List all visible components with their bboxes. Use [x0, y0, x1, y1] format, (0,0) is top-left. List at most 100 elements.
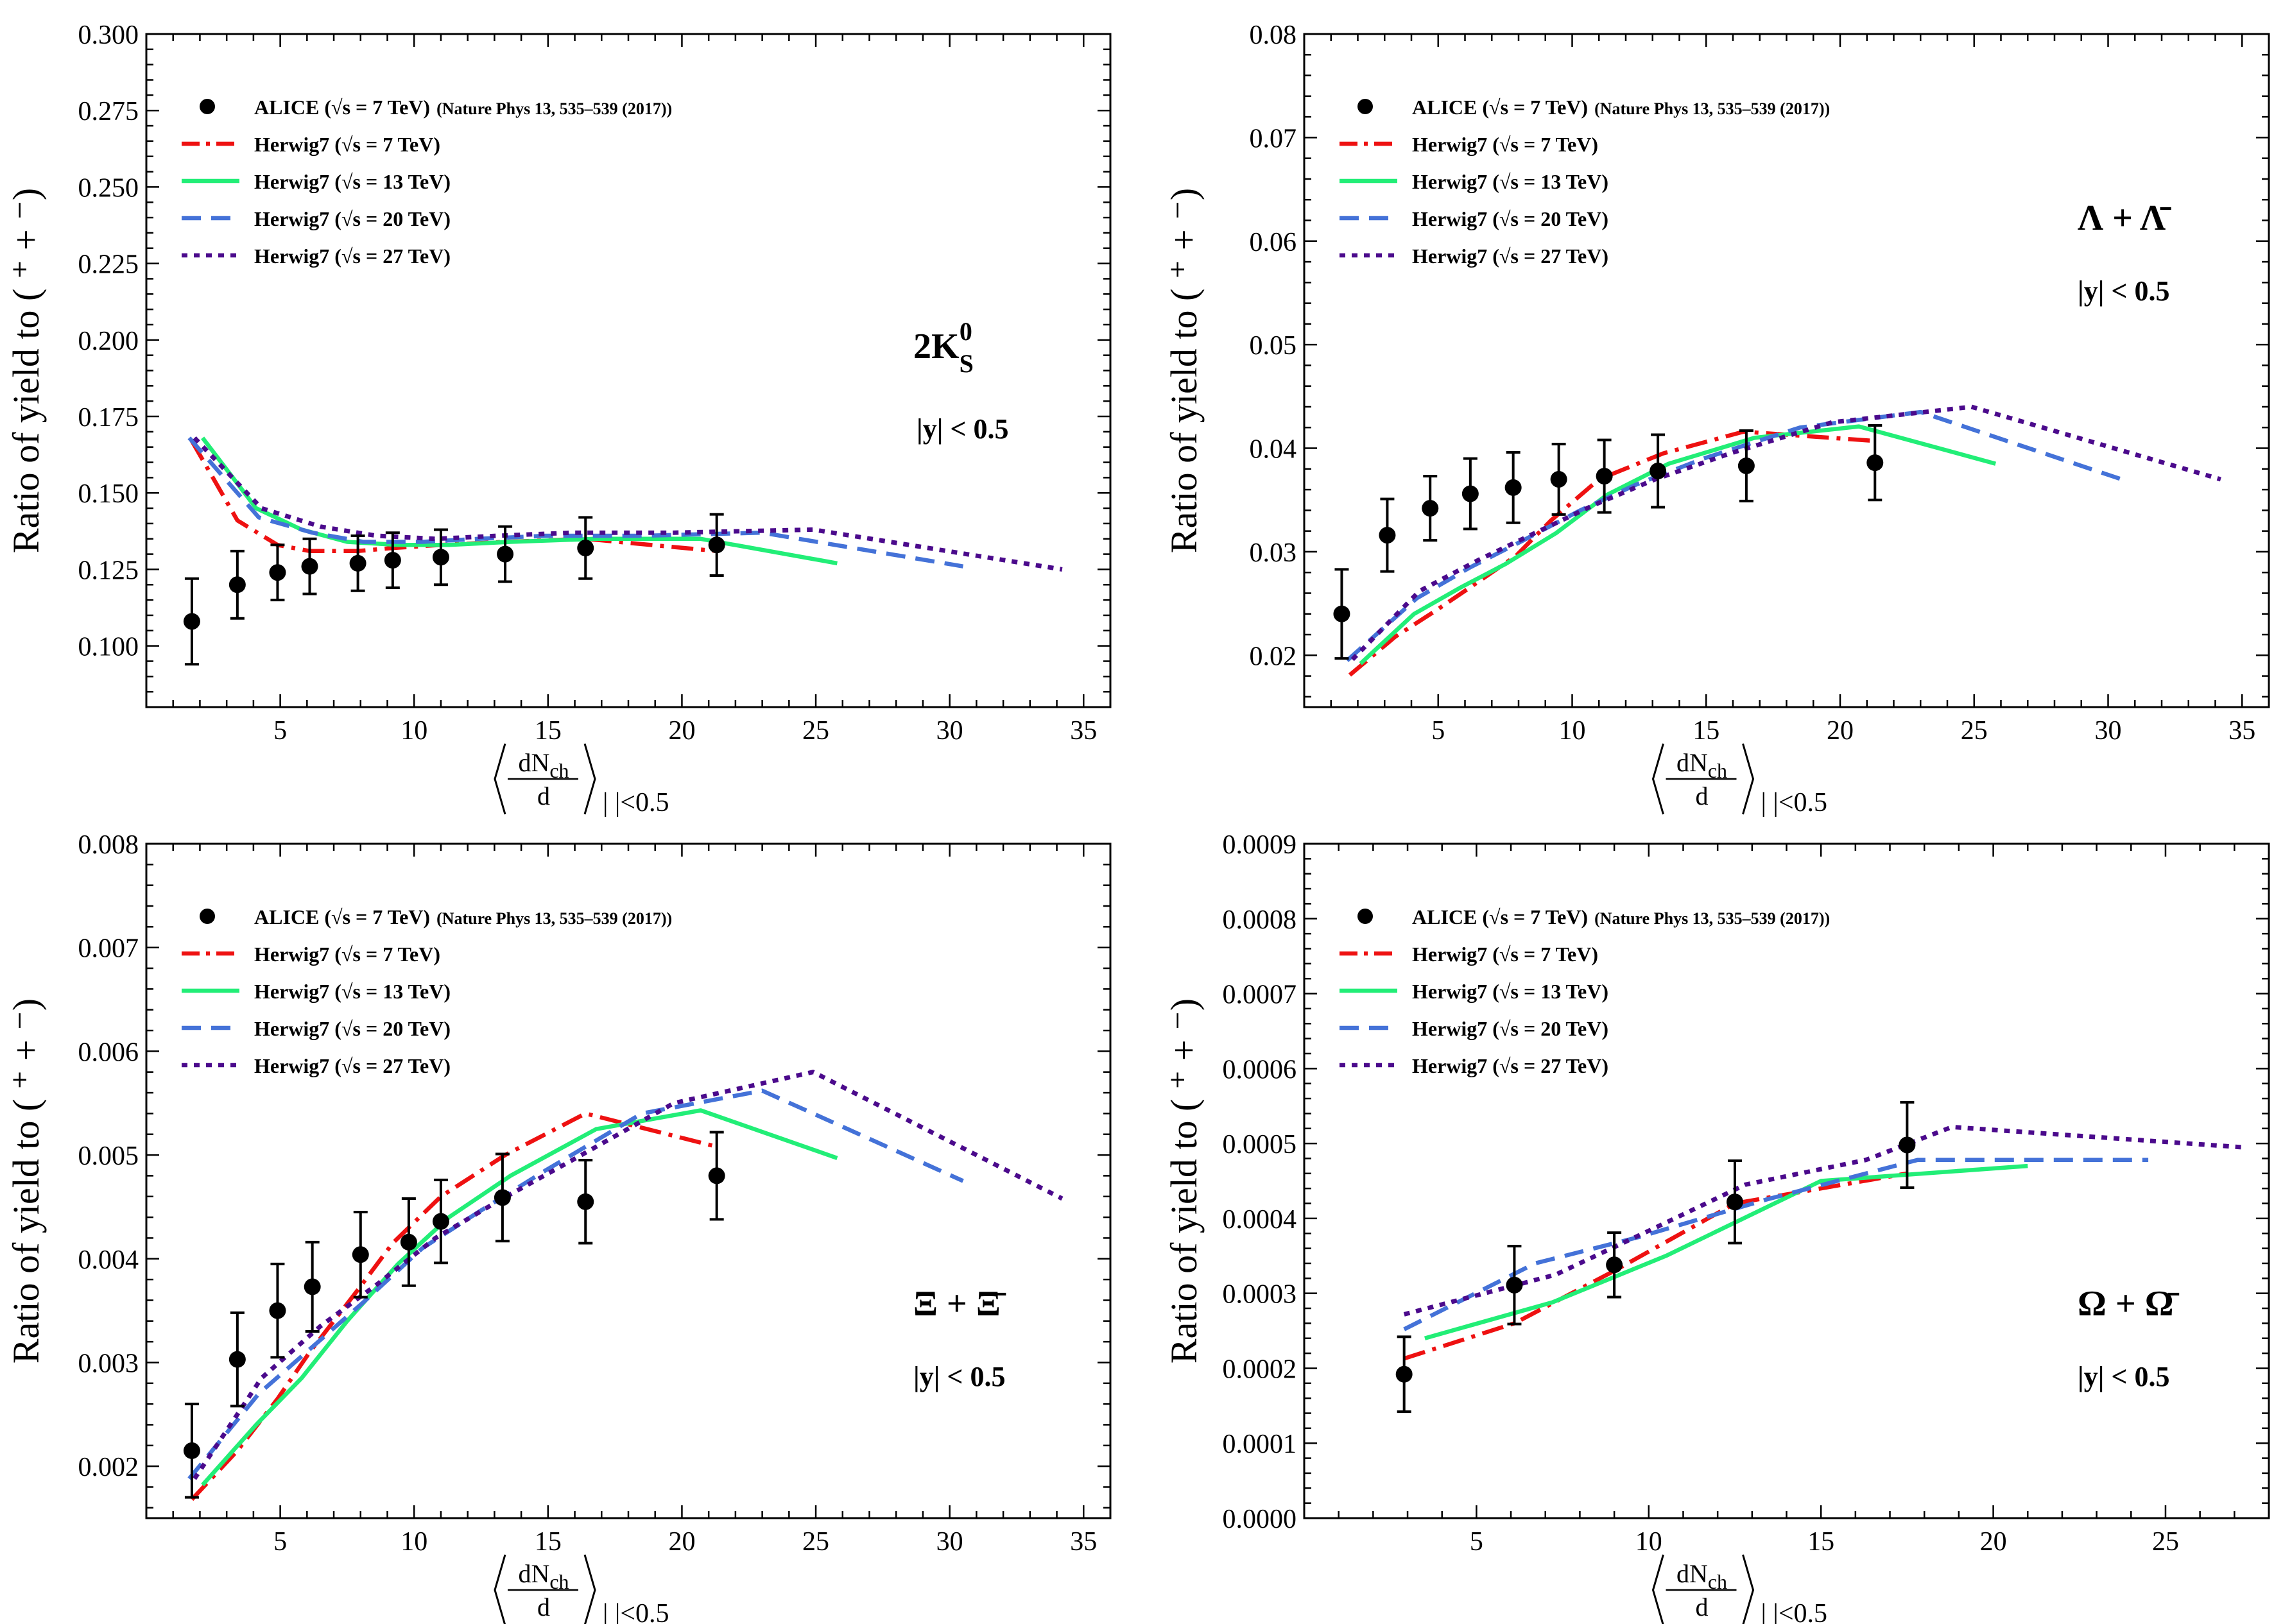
y-tick-label: 0.0007: [1223, 980, 1297, 1010]
series-line-herwig7-7tev: [1348, 429, 1875, 677]
series-line-herwig7-20tev: [187, 436, 964, 568]
legend: ALICE (√s = 7 TeV) (Nature Phys 13, 535–5…: [1340, 96, 1830, 268]
alice-data-point: [432, 1178, 449, 1265]
left-angle-bracket: [494, 1554, 506, 1624]
alice-data-point: [304, 1240, 321, 1333]
alice-marker: [708, 536, 725, 554]
alice-data-point: [1866, 424, 1884, 502]
x-label-suffix: | |<0.5: [1761, 788, 1828, 817]
alice-data-point: [1333, 568, 1350, 660]
y-axis-label: Ratio of yield to ( ⁺ + ⁻): [1163, 998, 1205, 1363]
x-tick-label: 30: [2095, 716, 2122, 746]
alice-marker: [577, 1193, 594, 1210]
y-axis-label: Ratio of yield to ( ⁺ + ⁻): [5, 998, 47, 1363]
legend-alice-ref: (Nature Phys 13, 535–539 (2017)): [1594, 909, 1830, 928]
legend-label-herwig7: Herwig7 (√s = 20 TeV): [1412, 1017, 1608, 1040]
x-label-numerator: dNch: [518, 748, 569, 782]
y-tick-label: 0.06: [1250, 228, 1297, 257]
x-label-num-main: dN: [518, 748, 549, 777]
series-line-herwig7-7tev: [190, 440, 718, 554]
legend-marker-alice: [200, 99, 215, 114]
series-line-herwig7-13tev: [1359, 424, 1997, 665]
alice-data-point: [1461, 457, 1479, 531]
y-tick-label: 0.008: [78, 830, 139, 860]
alice-data-point: [1504, 450, 1522, 524]
alice-marker: [301, 558, 318, 575]
alice-marker: [1333, 605, 1350, 622]
particle-label: 2KS 0: [913, 317, 974, 378]
plot-area: [1395, 1100, 2242, 1414]
y-tick-label: 0.100: [78, 633, 139, 662]
legend-label-alice: ALICE (√s = 7 TeV) (Nature Phys 13, 535–5…: [254, 905, 672, 928]
x-tick-label: 15: [1693, 716, 1719, 746]
legend-label-herwig7: Herwig7 (√s = 27 TeV): [254, 244, 451, 268]
rapidity-label: |y| < 0.5: [2078, 275, 2169, 307]
alice-data-point: [1550, 443, 1567, 516]
alice-marker: [494, 1189, 511, 1206]
x-tick-label: 30: [936, 1527, 963, 1557]
right-angle-bracket: [1742, 743, 1755, 815]
alice-marker: [228, 576, 246, 594]
alice-data-point: [384, 531, 401, 590]
x-tick-label: 20: [668, 716, 695, 746]
legend-marker-alice: [200, 909, 215, 924]
alice-data-point: [228, 549, 246, 620]
x-tick-label: 10: [1559, 716, 1586, 746]
alice-marker: [1726, 1193, 1743, 1211]
series-line-herwig7-7tev: [1403, 1171, 1908, 1361]
x-tick-label: 10: [1635, 1527, 1662, 1557]
alice-marker: [269, 564, 286, 581]
legend-label-alice: ALICE (√s = 7 TeV) (Nature Phys 13, 535–5…: [1412, 905, 1830, 928]
alice-marker: [352, 1246, 369, 1263]
alice-data-point: [301, 537, 318, 595]
y-axis-label: Ratio of yield to ( ⁺ + ⁻): [1163, 188, 1205, 553]
x-label-suffix: | |<0.5: [603, 1599, 669, 1624]
x-tick-label: 35: [2228, 716, 2255, 746]
series-line-herwig7-13tev: [201, 436, 838, 566]
x-tick-label: 25: [1961, 716, 1988, 746]
alice-marker: [349, 554, 366, 572]
legend-marker-alice: [1357, 909, 1373, 924]
legend: ALICE (√s = 7 TeV) (Nature Phys 13, 535–5…: [182, 96, 672, 268]
particle-label-sub: S: [960, 349, 974, 378]
alice-marker: [1504, 479, 1522, 496]
alice-data-point: [577, 516, 594, 580]
x-tick-label: 25: [802, 716, 829, 746]
rapidity-label: |y| < 0.5: [917, 413, 1008, 445]
panel-top-left: 5 10 15 20 25 30 35 0.100 0.125 0.150 0.175 0.200 0.…: [5, 21, 1112, 817]
rapidity-label: |y| < 0.5: [913, 1361, 1005, 1392]
rapidity-label: |y| < 0.5: [2078, 1361, 2169, 1392]
right-angle-bracket: [583, 1554, 596, 1624]
alice-data-point: [183, 1403, 200, 1499]
legend-alice-ref: (Nature Phys 13, 535–539 (2017)): [436, 99, 672, 118]
x-tick-label: 25: [802, 1527, 829, 1557]
alice-data-point: [1379, 497, 1396, 573]
particle-label-sup: 0: [960, 317, 972, 346]
alice-marker: [1461, 485, 1479, 502]
y-tick-label: 0.005: [78, 1141, 139, 1171]
plot-area: [1333, 404, 2221, 677]
legend-label-herwig7: Herwig7 (√s = 7 TeV): [1412, 943, 1598, 966]
particle-label-main: 2K: [913, 327, 960, 366]
legend-label-herwig7: Herwig7 (√s = 7 TeV): [1412, 133, 1598, 156]
y-tick-label: 0.006: [78, 1038, 139, 1067]
legend-label-herwig7: Herwig7 (√s = 13 TeV): [254, 980, 451, 1003]
alice-data-point: [1650, 433, 1667, 509]
plot-area: [183, 1070, 1064, 1501]
alice-data-point: [1737, 429, 1755, 502]
series-line-herwig7-27tev: [193, 1070, 1064, 1480]
series-line-herwig7-27tev: [1403, 1124, 2242, 1317]
x-label-suffix: | |<0.5: [1761, 1599, 1828, 1624]
left-angle-bracket: [494, 743, 506, 815]
x-tick-label: 35: [1070, 1527, 1097, 1557]
series-line-herwig7-27tev: [1350, 404, 2221, 662]
legend-label-herwig7: Herwig7 (√s = 27 TeV): [1412, 1054, 1608, 1077]
alice-marker: [1395, 1365, 1413, 1383]
x-label-num-main: dN: [1676, 1559, 1708, 1588]
alice-marker: [183, 613, 200, 630]
y-tick-label: 0.0004: [1223, 1205, 1297, 1235]
